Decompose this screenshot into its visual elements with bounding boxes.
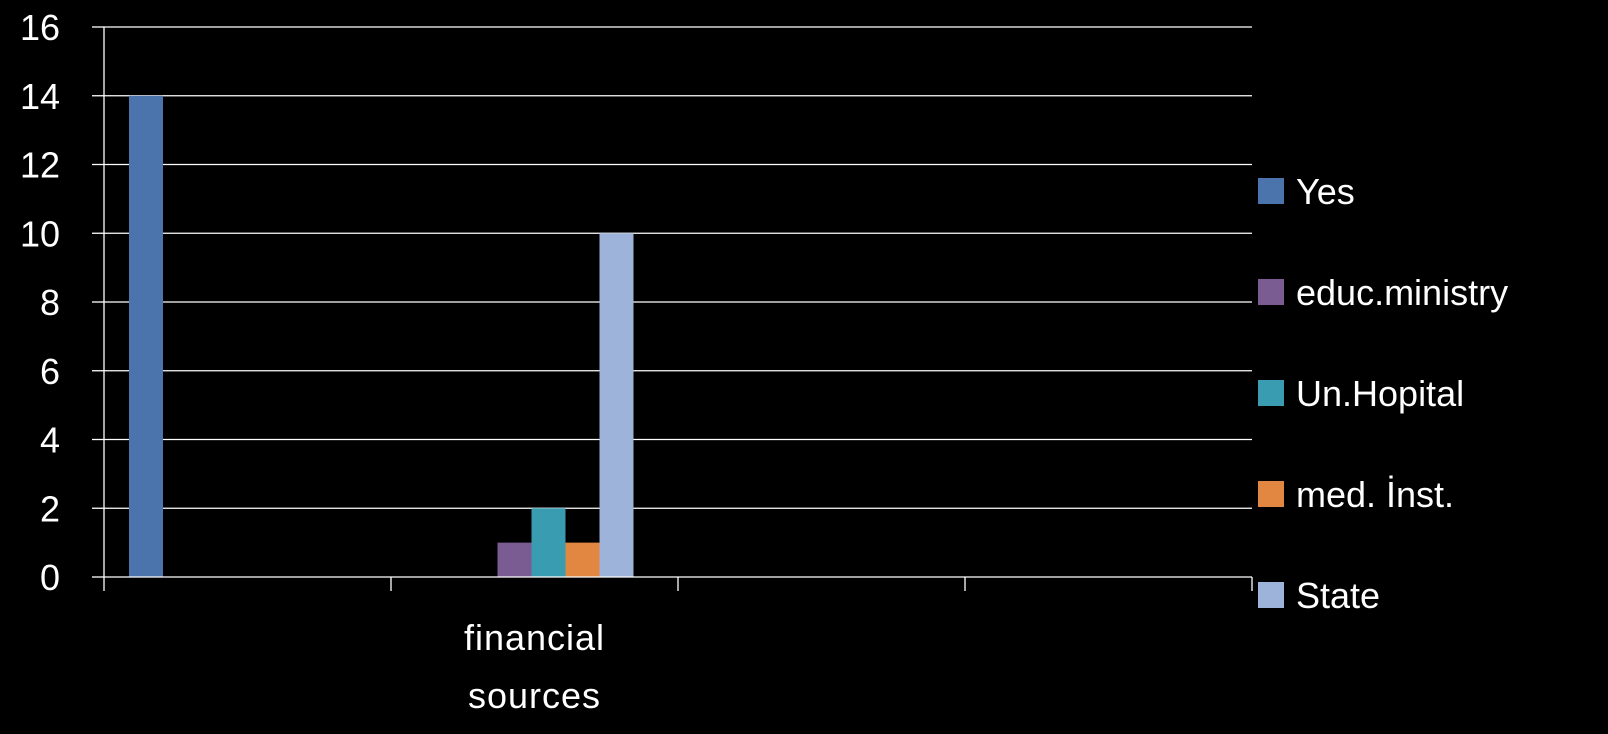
legend-swatch <box>1258 380 1284 406</box>
legend-swatch <box>1258 178 1284 204</box>
legend-label: State <box>1296 575 1380 616</box>
y-tick-label: 4 <box>40 420 60 461</box>
axes <box>92 26 1253 591</box>
y-tick-label: 12 <box>20 145 60 186</box>
x-category-label: financial <box>464 617 605 658</box>
bar-yes <box>129 95 163 577</box>
legend-label: educ.ministry <box>1296 272 1508 313</box>
bar-educ-ministry <box>497 542 532 577</box>
legend-label: Yes <box>1296 171 1355 212</box>
y-tick-label: 6 <box>40 351 60 392</box>
y-tick-label: 16 <box>20 7 60 48</box>
bar-med-nst <box>565 542 600 577</box>
y-tick-label: 0 <box>40 557 60 598</box>
y-tick-labels: 0 2 4 6 8 10 12 14 16 <box>20 7 60 598</box>
legend-swatch <box>1258 582 1284 608</box>
legend-swatch <box>1258 481 1284 507</box>
bar-un-hopital <box>531 508 566 577</box>
y-tick-label: 10 <box>20 213 60 254</box>
y-tick-label: 8 <box>40 282 60 323</box>
y-tick-label: 2 <box>40 488 60 529</box>
bar-state <box>599 233 634 577</box>
y-tick-label: 14 <box>20 76 60 117</box>
legend-label: Un.Hopital <box>1296 373 1464 414</box>
x-category-label: sources <box>468 675 601 716</box>
legend: Yes educ.ministry Un.Hopital med. İnst. Stat… <box>1258 171 1508 616</box>
x-category-labels: financial sources <box>464 617 605 716</box>
legend-swatch <box>1258 279 1284 305</box>
legend-label: med. İnst. <box>1296 474 1454 515</box>
gridlines <box>104 26 1252 509</box>
bars <box>129 95 634 577</box>
